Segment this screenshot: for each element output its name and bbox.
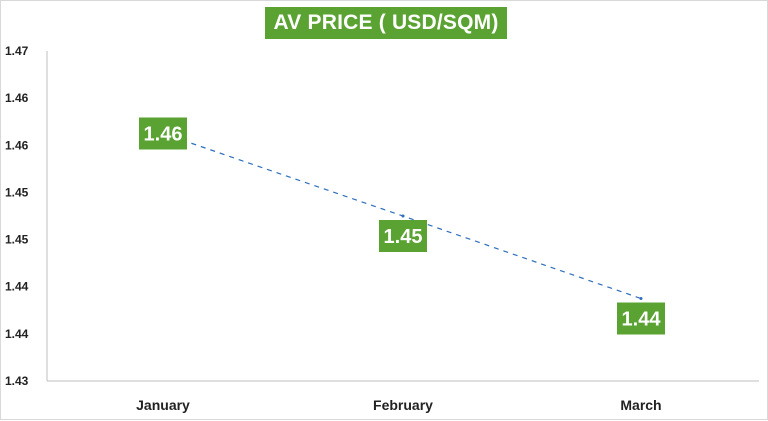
data-point (639, 297, 643, 300)
y-tick-label: 1.45 (5, 185, 29, 199)
data-label-box (379, 220, 427, 252)
data-label: 1.45 (384, 226, 423, 248)
data-label-box (139, 117, 187, 150)
chart-title: AV PRICE ( USD/SQM) (265, 7, 507, 39)
x-tick-label: January (136, 397, 190, 413)
y-tick-label: 1.46 (5, 91, 29, 105)
y-tick-label: 1.47 (5, 44, 29, 58)
x-tick-label: February (373, 397, 433, 413)
y-tick-label: 1.44 (5, 327, 29, 341)
x-tick-label: March (620, 397, 661, 413)
y-tick-label: 1.46 (5, 138, 29, 152)
data-label: 1.44 (622, 309, 662, 331)
y-tick-label: 1.43 (5, 374, 29, 388)
data-label: 1.46 (144, 124, 183, 146)
data-point (401, 214, 405, 218)
y-tick-label: 1.45 (5, 233, 29, 247)
y-tick-label: 1.44 (5, 280, 29, 294)
data-label-box (617, 302, 665, 335)
